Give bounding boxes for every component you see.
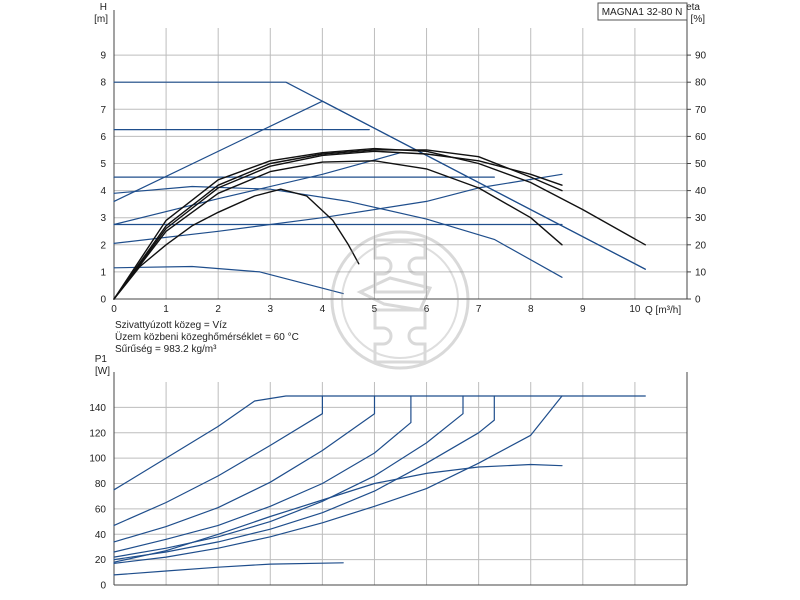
medium-info-line-3: Sűrűség = 983.2 kg/m³: [115, 344, 217, 355]
eta-tick-label: 80: [695, 78, 707, 89]
x-tick-label: 1: [163, 304, 169, 315]
h-tick-label: 6: [100, 132, 106, 143]
head-curve-10: [113, 188, 360, 300]
power-curve-8: [113, 463, 563, 563]
model-label-box: [597, 2, 688, 21]
head-curve-7: [113, 265, 344, 295]
x-tick-label: 3: [267, 304, 273, 315]
h-tick-label: 4: [100, 186, 106, 197]
p1-tick-label: 120: [89, 428, 106, 439]
p1-axis-unit: [W]: [95, 366, 110, 377]
x-tick-label: 5: [372, 304, 378, 315]
h-tick-label: 8: [100, 78, 106, 89]
x-tick-label: 7: [476, 304, 482, 315]
p1-tick-label: 80: [95, 479, 107, 490]
head-curve-12: [113, 150, 563, 300]
x-tick-label: 4: [320, 304, 326, 315]
power-curve-3: [113, 395, 376, 543]
power-curve-4: [113, 395, 412, 553]
p1-tick-label: 100: [89, 454, 106, 465]
medium-info-line-1: Szivattyúzott közeg = Víz: [115, 320, 227, 331]
eta-tick-label: 60: [695, 132, 707, 143]
x-tick-label: 9: [580, 304, 586, 315]
p1-tick-label: 40: [95, 530, 107, 541]
h-tick-label: 3: [100, 213, 106, 224]
head-curve-9: [113, 152, 402, 226]
model-label: MAGNA1 32-80 N: [602, 7, 683, 18]
head-chart-grid: 0 1 2 3 4 5 6 7 8 9 100123456789010203040506070809…: [100, 10, 707, 315]
head-curve-11: [113, 160, 563, 300]
power-curve-9: [113, 562, 344, 576]
eta-tick-label: 70: [695, 105, 707, 116]
h-tick-label: 9: [100, 51, 106, 62]
head-curve-14: [113, 147, 646, 300]
power-curve-2: [113, 395, 323, 527]
eta-tick-label: 0: [695, 295, 701, 306]
eta-tick-label: 90: [695, 51, 707, 62]
h-tick-label: 7: [100, 105, 106, 116]
watermark-logo: [330, 230, 470, 370]
head-curve-13: [113, 149, 563, 300]
eta-tick-label: 30: [695, 213, 707, 224]
p1-tick-label: 140: [89, 403, 106, 414]
eta-axis-label: eta: [686, 2, 700, 13]
h-tick-label: 0: [100, 295, 106, 306]
h-tick-label: 5: [100, 159, 106, 170]
p1-axis-label: P1: [95, 354, 108, 365]
power-curve-1: [113, 395, 646, 491]
h-axis-label: H: [100, 2, 107, 13]
medium-info-line-2: Üzem közbeni közeghőmérséklet = 60 °C: [115, 331, 299, 343]
power-curve-7: [113, 395, 563, 565]
eta-tick-label: 50: [695, 159, 707, 170]
head-curve-8: [113, 173, 563, 244]
power-curve-5: [113, 395, 464, 558]
eta-tick-label: 40: [695, 186, 707, 197]
x-tick-label: 6: [424, 304, 430, 315]
head-curve-6: [113, 185, 563, 278]
x-tick-label: 0: [111, 304, 117, 315]
head-curve-5: [113, 100, 646, 270]
h-tick-label: 1: [100, 267, 106, 278]
x-tick-label: 2: [215, 304, 221, 315]
x-tick-label: 8: [528, 304, 534, 315]
eta-tick-label: 10: [695, 267, 707, 278]
p1-tick-label: 20: [95, 555, 107, 566]
power-curve-6: [113, 395, 495, 561]
q-axis-label: Q [m³/h]: [645, 305, 681, 316]
x-tick-label: 10: [629, 304, 641, 315]
h-tick-label: 2: [100, 240, 106, 251]
eta-axis-unit: [%]: [691, 14, 706, 25]
power-chart-grid: 0 20 40 60 80 100 120 140: [89, 372, 688, 592]
p1-tick-label: 60: [95, 504, 107, 515]
h-axis-unit: [m]: [94, 14, 108, 25]
head-curves: [113, 81, 646, 300]
power-curves: [113, 395, 646, 576]
p1-tick-label: 0: [100, 581, 106, 592]
eta-tick-label: 20: [695, 240, 707, 251]
